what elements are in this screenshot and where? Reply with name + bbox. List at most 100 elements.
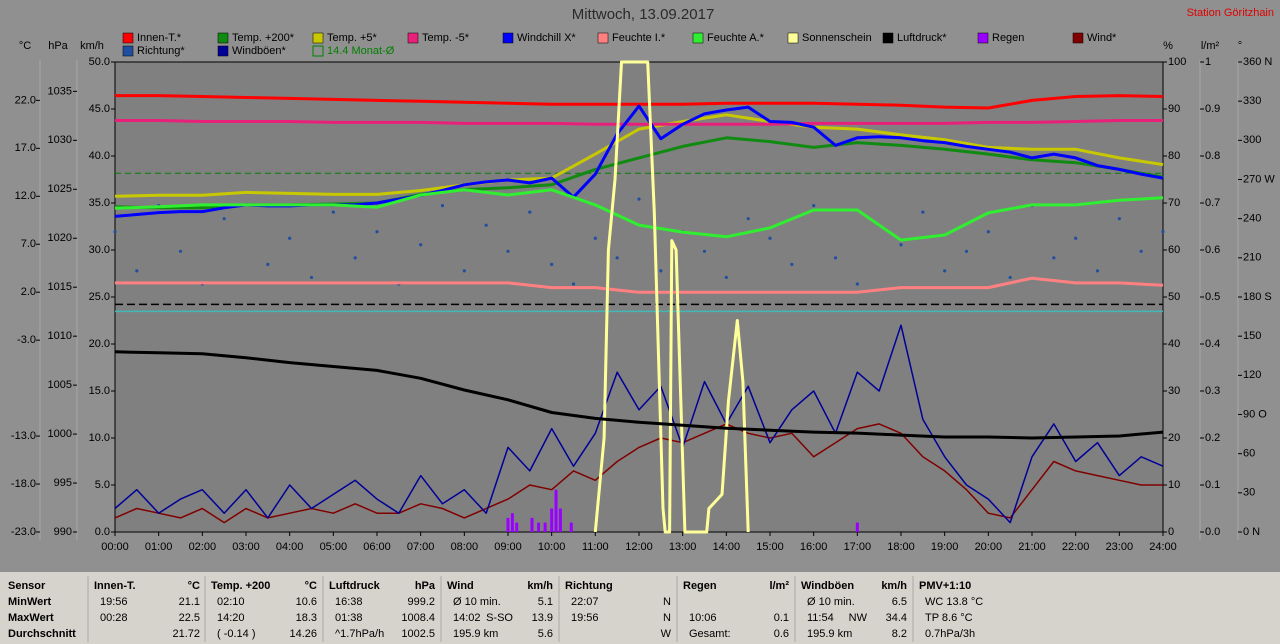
y-tick-label: 1025	[48, 183, 72, 195]
y-tick-label: -3.0	[17, 334, 36, 346]
x-tick-label: 16:00	[800, 541, 828, 553]
legend-swatch	[217, 32, 229, 44]
rain-bar	[515, 522, 519, 532]
legend-label: Windböen*	[232, 45, 287, 57]
direction-dot	[1074, 236, 1078, 240]
table-cell: 6.5	[892, 596, 907, 608]
series-line	[114, 188, 1164, 242]
y-tick-label: 100	[1168, 56, 1186, 68]
legend-swatch	[122, 45, 134, 57]
direction-dot	[659, 269, 663, 273]
y-tick-label: 995	[54, 477, 72, 489]
legend-label: Feuchte I.*	[612, 32, 666, 44]
direction-dot	[113, 230, 117, 234]
table-cell: W	[661, 628, 672, 640]
x-tick-label: 22:00	[1062, 541, 1090, 553]
y-tick-label: 15.0	[89, 385, 110, 397]
y-tick-label: 0.9	[1205, 103, 1220, 115]
y-tick-label: 1020	[48, 232, 72, 244]
x-tick-label: 23:00	[1106, 541, 1134, 553]
table-cell: 00:28	[100, 612, 128, 624]
x-tick-label: 00:00	[101, 541, 129, 553]
y-tick-label: 35.0	[89, 197, 110, 209]
legend-label: Temp. -5*	[422, 32, 470, 44]
y-tick-label: 0.7	[1205, 197, 1220, 209]
x-tick-label: 07:00	[407, 541, 435, 553]
y-tick-label: 1030	[48, 134, 72, 146]
legend-label: Temp. +200*	[232, 32, 295, 44]
legend-label: Regen	[992, 32, 1024, 44]
direction-dot	[986, 230, 990, 234]
table-cell: 01:38	[335, 612, 363, 624]
x-tick-label: 01:00	[145, 541, 173, 553]
direction-dot	[222, 217, 226, 221]
table-cell: 0.1	[774, 612, 789, 624]
y-tick-label: -23.0	[11, 526, 36, 538]
direction-dot	[812, 204, 816, 208]
table-cell: 18.3	[296, 612, 317, 624]
legend-swatch	[312, 45, 324, 57]
direction-dot	[178, 249, 183, 253]
table-cell: 14.26	[289, 628, 317, 640]
table-cell: 10.6	[296, 596, 317, 608]
direction-dot	[964, 249, 969, 253]
direction-dot	[484, 223, 488, 227]
station-name: Station Göritzhain	[1187, 7, 1274, 19]
y-tick-label: 22.0	[15, 94, 36, 106]
plot-area	[114, 61, 1164, 533]
table-row-label: MinWert	[8, 596, 52, 608]
y-tick-label: 0.0	[1205, 526, 1220, 538]
y-tick-label: 25.0	[89, 291, 110, 303]
x-tick-label: 14:00	[713, 541, 741, 553]
y-tick-label: 150	[1243, 330, 1261, 342]
axis-unit-label: °	[1238, 40, 1242, 52]
y-tick-label: 1035	[48, 85, 72, 97]
table-cell: 8.2	[892, 628, 907, 640]
y-tick-label: 50.0	[89, 56, 110, 68]
y-tick-label: 40.0	[89, 150, 110, 162]
rain-bar	[554, 489, 558, 532]
y-tick-label: 1000	[48, 428, 72, 440]
x-tick-label: 24:00	[1149, 541, 1177, 553]
table-cell: 19:56	[100, 596, 128, 608]
y-tick-label: 240	[1243, 213, 1261, 225]
legend-label: Wind*	[1087, 32, 1117, 44]
table-cell: 0.6	[774, 628, 789, 640]
table-row-label: Durchschnitt	[8, 628, 76, 640]
y-tick-label: 2.0	[21, 286, 36, 298]
y-tick-label: 270 W	[1243, 173, 1275, 185]
y-tick-label: 120	[1243, 369, 1261, 381]
rain-bar	[510, 513, 514, 532]
table-header: Temp. +200	[211, 580, 270, 592]
legend-swatch	[1072, 32, 1084, 44]
series-line	[115, 94, 1164, 110]
direction-dot	[1139, 249, 1143, 253]
rain-bar	[855, 522, 859, 532]
direction-dot	[440, 204, 445, 208]
direction-dot	[266, 262, 270, 266]
y-tick-label: 40	[1168, 338, 1180, 350]
table-cell: WC 13.8 °C	[925, 596, 983, 608]
direction-dot	[1008, 275, 1012, 280]
chart-title: Mittwoch, 13.09.2017	[572, 6, 715, 23]
y-tick-label: 330	[1243, 95, 1261, 107]
table-cell: 195.9 km	[453, 628, 498, 640]
y-tick-label: 0 N	[1243, 526, 1260, 538]
legend-swatch	[882, 32, 894, 44]
direction-dot	[571, 282, 576, 286]
y-tick-label: 60	[1168, 244, 1180, 256]
table-cell: 5.6	[538, 628, 553, 640]
legend-swatch	[217, 45, 229, 57]
direction-dot	[637, 197, 641, 201]
axis-unit-label: hPa	[48, 40, 68, 52]
direction-dot	[1095, 269, 1100, 273]
y-tick-label: -13.0	[11, 430, 36, 442]
y-tick-label: 360 N	[1243, 56, 1272, 68]
table-unit: hPa	[415, 580, 436, 592]
x-tick-label: 05:00	[320, 541, 348, 553]
y-tick-label: 300	[1243, 134, 1261, 146]
direction-dot	[768, 236, 772, 240]
table-cell: 02:10	[217, 596, 245, 608]
table-cell: Ø 10 min.	[453, 596, 501, 608]
